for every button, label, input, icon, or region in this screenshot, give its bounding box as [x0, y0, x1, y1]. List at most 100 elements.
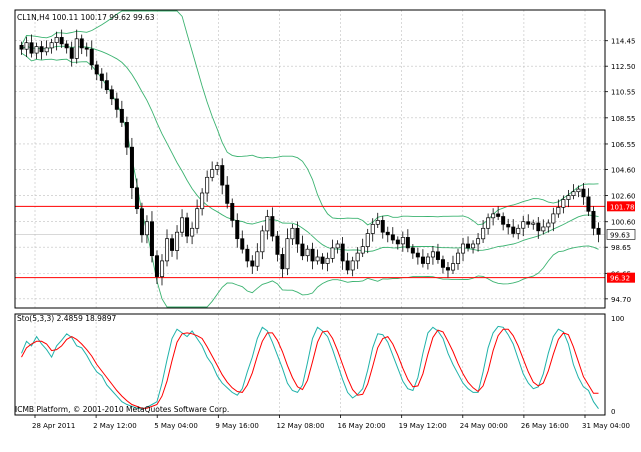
candle-body-bear	[109, 89, 114, 100]
candle	[430, 246, 435, 265]
candle	[581, 183, 586, 205]
candle	[154, 250, 159, 284]
chart-title: CL1N,H4 100.11 100.17 99.62 99.63	[17, 13, 155, 22]
candle-body-bear	[79, 38, 84, 49]
current-price-label: 99.63	[610, 231, 630, 239]
candle-body-bear	[220, 165, 225, 186]
candle-body-bear	[501, 216, 506, 225]
level-tag-label: 101.78	[610, 203, 635, 211]
candle-body-bull	[486, 217, 491, 229]
candle	[435, 243, 440, 264]
candle-body-bear	[536, 222, 541, 232]
candle	[195, 199, 200, 234]
candle	[466, 236, 471, 252]
candle-body-bull	[541, 226, 546, 232]
candle	[129, 137, 134, 199]
candle	[521, 215, 526, 237]
time-tick-label: 24 May 00:00	[460, 422, 508, 430]
candle	[170, 234, 175, 257]
candle-body-bear	[225, 184, 230, 204]
current-price-box	[606, 229, 636, 240]
candle	[74, 29, 79, 64]
price-tick-label: 94.70	[611, 296, 631, 304]
candle	[380, 215, 385, 239]
candle-body-bull	[531, 222, 536, 225]
candle	[134, 178, 139, 215]
candle-body-bull	[165, 238, 170, 262]
candle	[235, 213, 240, 248]
horizontal-levels[interactable]	[15, 205, 605, 279]
candle-body-bear	[124, 122, 129, 148]
candle	[300, 235, 305, 261]
candle-body-bear	[415, 252, 420, 258]
stochastic-signal-line	[21, 328, 599, 409]
candle	[546, 219, 551, 233]
stochastic-main-line	[21, 325, 599, 410]
copyright-footer: ICMB Platform, © 2001-2010 MetaQuotes So…	[15, 405, 229, 414]
panel-frames	[14, 9, 606, 416]
candle-body-bear	[596, 227, 601, 235]
candle	[451, 255, 456, 275]
candle	[175, 225, 180, 260]
candle-body-bull	[576, 188, 581, 193]
candle	[330, 239, 335, 263]
candle	[59, 29, 64, 48]
candle-body-bear	[250, 260, 255, 267]
candle-body-bear	[230, 203, 235, 221]
candle	[119, 100, 124, 127]
candle-body-bull	[305, 248, 310, 257]
candle	[225, 176, 230, 209]
candle-body-bear	[380, 220, 385, 233]
candle-body-bear	[395, 239, 400, 245]
candle-body-bear	[435, 251, 440, 260]
candle	[210, 161, 215, 182]
candle	[165, 229, 170, 267]
candle-body-bull	[160, 260, 165, 277]
main-panel-frame	[14, 9, 606, 309]
candle-body-bear	[240, 238, 245, 250]
candle	[516, 224, 521, 240]
candle	[355, 247, 360, 269]
candle	[491, 208, 496, 226]
level-price-tag[interactable]: 101.78	[607, 201, 635, 212]
candle	[420, 249, 425, 268]
candle	[471, 240, 476, 254]
candle-body-bear	[19, 44, 24, 50]
stochastic-panel-frame	[14, 313, 606, 416]
candle	[350, 256, 355, 277]
candle	[29, 34, 34, 58]
candlestick-series	[19, 29, 601, 286]
price-tick-label: 100.60	[611, 219, 636, 227]
candle	[536, 217, 541, 239]
candle	[49, 38, 54, 54]
candle	[260, 225, 265, 260]
candle	[340, 237, 345, 270]
candle	[79, 34, 84, 55]
candle	[245, 244, 250, 268]
candle	[345, 252, 350, 275]
candle-body-bull	[425, 256, 430, 264]
candle	[94, 60, 99, 81]
candle-body-bull	[315, 256, 320, 262]
candle	[561, 195, 566, 214]
candle	[44, 40, 49, 56]
candle-body-bull	[350, 260, 355, 271]
candle-body-bear	[506, 224, 511, 228]
candle-body-bear	[154, 255, 159, 277]
candle	[84, 42, 89, 57]
candle-body-bull	[365, 233, 370, 247]
time-tick-label: 16 May 20:00	[338, 422, 386, 430]
candle-body-bear	[275, 235, 280, 255]
time-tick-label: 31 May 04:00	[582, 422, 630, 430]
time-tick-label: 9 May 16:00	[215, 422, 259, 430]
time-tick-label: 19 May 12:00	[399, 422, 447, 430]
candle-body-bear	[310, 248, 315, 262]
candle-body-bull	[355, 252, 360, 262]
level-tag-box	[607, 272, 635, 283]
level-price-tag[interactable]: 96.32	[607, 272, 635, 283]
candle	[415, 247, 420, 265]
candle	[360, 238, 365, 258]
candle	[461, 237, 466, 262]
